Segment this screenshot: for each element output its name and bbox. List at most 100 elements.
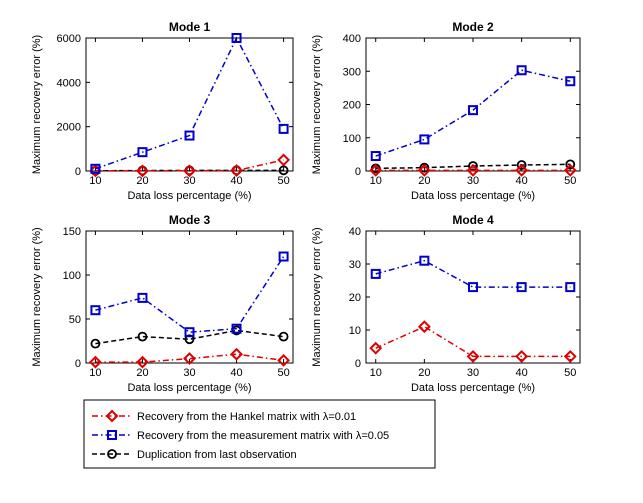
data-point xyxy=(184,130,195,141)
data-point xyxy=(369,341,383,355)
plot-area xyxy=(85,230,294,364)
x-tick-label: 20 xyxy=(136,175,148,187)
data-point xyxy=(516,282,527,293)
chart-title: Mode 4 xyxy=(452,213,494,227)
data-point xyxy=(137,331,148,342)
data-point xyxy=(468,282,478,293)
series-2 xyxy=(370,65,576,162)
y-tick-label: 100 xyxy=(63,270,81,282)
y-tick-label: 200 xyxy=(343,100,361,112)
series-line xyxy=(95,36,285,170)
data-point xyxy=(231,323,242,334)
plot-area xyxy=(365,230,581,364)
y-tick-label: 0 xyxy=(75,358,81,370)
series-2 xyxy=(90,251,289,338)
y-tick-label: 150 xyxy=(63,226,81,238)
y-axis-label: Maximum recovery error (%) xyxy=(31,227,43,366)
series-2 xyxy=(90,33,289,174)
data-point xyxy=(277,353,291,367)
x-tick-label: 40 xyxy=(230,175,242,187)
legend-label: Recovery from the Hankel matrix with λ=0… xyxy=(137,411,356,423)
legend-box xyxy=(83,399,436,469)
data-point xyxy=(278,251,289,262)
y-tick-label: 20 xyxy=(349,292,361,304)
chart-2: Mode 2 10 20 30 40 50 0 100 200 300 400 Data loss p… xyxy=(311,20,581,202)
data-point xyxy=(278,165,289,176)
legend-marker xyxy=(107,430,117,440)
x-axis-label: Data loss percentage (%) xyxy=(127,382,251,394)
data-point xyxy=(137,292,148,303)
data-point xyxy=(90,163,101,174)
y-tick-label: 2000 xyxy=(57,122,81,134)
data-point xyxy=(468,105,478,116)
y-axis-label: Maximum recovery error (%) xyxy=(31,35,43,174)
data-point xyxy=(565,159,576,170)
x-axis-label: Data loss percentage (%) xyxy=(127,190,251,202)
data-point xyxy=(565,282,576,293)
legend: Recovery from the Hankel matrix with λ=0… xyxy=(83,399,436,469)
series-1 xyxy=(369,320,577,363)
series-1 xyxy=(369,163,577,177)
series-line xyxy=(375,69,571,157)
x-tick-label: 40 xyxy=(516,367,528,379)
y-tick-label: 30 xyxy=(349,259,361,271)
data-point xyxy=(419,255,430,266)
y-tick-label: 0 xyxy=(355,358,361,370)
x-tick-label: 10 xyxy=(370,175,382,187)
chart-title: Mode 3 xyxy=(169,213,211,227)
data-point xyxy=(231,33,242,43)
data-point xyxy=(137,147,148,158)
x-tick-label: 50 xyxy=(564,175,576,187)
data-point xyxy=(417,320,431,334)
data-point xyxy=(136,355,149,369)
x-tick-label: 50 xyxy=(564,367,576,379)
data-point xyxy=(515,163,529,177)
plot-area xyxy=(85,37,294,172)
y-tick-label: 0 xyxy=(75,166,81,178)
x-tick-label: 30 xyxy=(467,175,479,187)
data-point xyxy=(90,338,101,349)
x-tick-label: 40 xyxy=(230,367,242,379)
data-point xyxy=(230,164,243,177)
data-point xyxy=(563,349,577,363)
legend-marker xyxy=(107,449,117,459)
legend-label: Duplication from last observation xyxy=(137,449,297,461)
data-point xyxy=(278,331,289,342)
x-tick-label: 10 xyxy=(89,367,101,379)
series-line xyxy=(95,159,284,172)
data-point xyxy=(184,327,195,338)
data-point xyxy=(183,164,196,178)
data-point xyxy=(277,153,291,167)
data-point xyxy=(370,268,381,279)
x-axis-label: Data loss percentage (%) xyxy=(411,382,535,394)
y-tick-label: 10 xyxy=(349,325,361,337)
data-point xyxy=(183,352,196,366)
data-point xyxy=(417,163,431,177)
y-tick-label: 40 xyxy=(349,226,361,238)
x-tick-label: 20 xyxy=(418,175,430,187)
x-tick-label: 20 xyxy=(418,367,430,379)
series-2 xyxy=(370,255,576,293)
series-line xyxy=(95,353,284,363)
chart-title: Mode 2 xyxy=(452,20,494,34)
data-point xyxy=(369,163,383,177)
series-line xyxy=(95,256,285,333)
legend-marker xyxy=(105,409,119,423)
y-tick-label: 4000 xyxy=(57,77,81,89)
chart-4: Mode 4 10 20 30 40 50 0 10 20 30 40 Data loss perce… xyxy=(311,213,581,394)
data-point xyxy=(466,349,480,363)
x-tick-label: 10 xyxy=(89,175,101,187)
chart-3: Mode 3 10 20 30 40 50 0 50 100 150 Data loss perce… xyxy=(31,213,294,394)
y-tick-label: 400 xyxy=(343,33,361,45)
data-point xyxy=(516,160,527,170)
x-tick-label: 30 xyxy=(183,367,195,379)
data-point xyxy=(466,163,480,177)
x-tick-label: 30 xyxy=(467,367,479,379)
legend-label: Recovery from the measurement matrix wit… xyxy=(137,430,389,442)
y-tick-label: 50 xyxy=(69,314,81,326)
y-axis-label: Maximum recovery error (%) xyxy=(311,227,323,366)
x-tick-label: 10 xyxy=(370,367,382,379)
chart-title: Mode 1 xyxy=(169,20,211,34)
series-line xyxy=(375,325,571,358)
